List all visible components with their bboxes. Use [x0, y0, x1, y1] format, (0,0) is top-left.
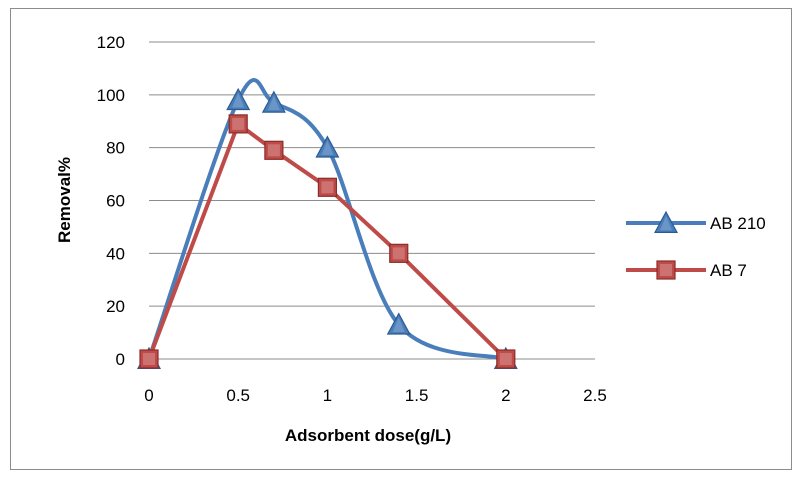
legend-label-1: AB 7 — [710, 261, 747, 280]
x-tick-label: 0 — [144, 386, 153, 405]
data-point-0-4 — [386, 312, 411, 335]
y-tick-label: 0 — [116, 350, 125, 369]
data-point-1-3 — [317, 177, 337, 197]
legend-marker-1 — [656, 260, 676, 280]
data-point-0-2 — [261, 90, 286, 113]
x-tick-label: 0.5 — [226, 386, 250, 405]
tick-labels: 0 20 40 60 80 100 120 0 0.5 1 1.5 2 2.5 — [97, 33, 607, 405]
y-tick-label: 40 — [106, 244, 125, 263]
chart-frame — [10, 8, 792, 470]
y-tick-label: 60 — [106, 192, 125, 211]
y-tick-label: 80 — [106, 139, 125, 158]
data-point-1-2 — [264, 140, 284, 160]
series-line-1 — [147, 121, 508, 361]
data-point-1-0 — [139, 349, 159, 369]
gridlines — [149, 41, 595, 360]
y-axis-title: Removal% — [55, 157, 74, 243]
data-point-1-4 — [389, 243, 409, 263]
data-point-1-5 — [496, 349, 516, 369]
series-markers — [136, 87, 518, 369]
data-point-0-1 — [226, 87, 251, 111]
data-point-1-1 — [228, 114, 248, 134]
x-tick-label: 1 — [323, 386, 332, 405]
series-lines — [147, 78, 508, 361]
y-tick-label: 120 — [97, 33, 125, 52]
y-tick-label: 20 — [106, 297, 125, 316]
legend-marker-0 — [653, 210, 679, 233]
legend: AB 210 AB 7 — [626, 210, 766, 280]
y-tick-label: 100 — [97, 86, 125, 105]
data-point-0-3 — [315, 135, 340, 158]
legend-label-0: AB 210 — [710, 214, 766, 233]
x-tick-label: 1.5 — [405, 386, 429, 405]
x-axis-title: Adsorbent dose(g/L) — [285, 426, 451, 445]
x-tick-label: 2.5 — [583, 386, 607, 405]
x-tick-label: 2 — [501, 386, 510, 405]
